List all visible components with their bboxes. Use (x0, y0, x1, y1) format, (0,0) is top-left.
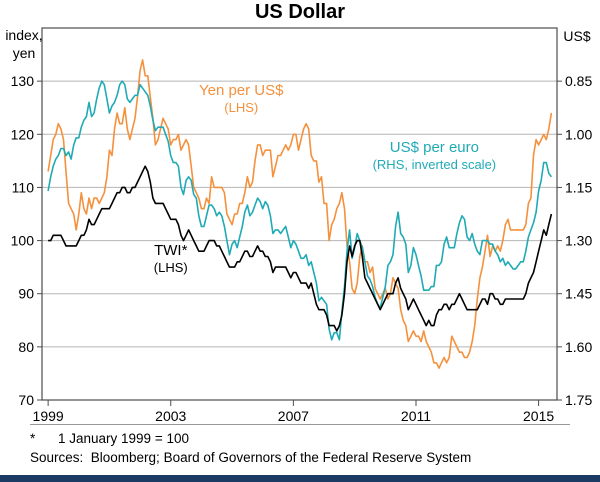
left-axis-tick-label: 130 (11, 73, 35, 89)
series-sublabel: (LHS) (154, 260, 188, 275)
footnotes: * 1 January 1999 = 100 Sources: Bloomber… (30, 424, 570, 465)
plot-frame (41, 27, 558, 401)
series-line-usd-per-euro (47, 80, 553, 341)
right-axis-tick-label: 1.00 (565, 126, 592, 142)
sources-text: Sources: Bloomberg; Board of Governors o… (30, 450, 472, 465)
left-axis-tick-label: 80 (18, 339, 34, 355)
x-axis-tick-label: 2007 (278, 408, 309, 424)
left-axis-tick-label: 70 (18, 392, 34, 408)
footer-bar (0, 475, 600, 482)
right-axis-tick-label: 1.15 (565, 179, 592, 195)
right-axis-tick-label: 1.60 (565, 339, 592, 355)
left-axis-tick-label: 110 (12, 179, 35, 195)
series-sublabel: (LHS) (224, 100, 258, 115)
series-sublabel: (RHS, inverted scale) (373, 157, 497, 172)
right-axis-tick-label: 1.45 (565, 286, 592, 302)
left-axis-unit-label: index, yen (5, 27, 43, 61)
chart-title: US Dollar (254, 1, 346, 23)
x-axis-tick-label: 2015 (523, 408, 554, 424)
series-label: Yen per US$ (199, 82, 284, 99)
right-axis-tick-label: 0.85 (565, 73, 592, 89)
x-axis-tick-label: 1999 (33, 408, 64, 424)
right-axis-unit-label: US$ (563, 28, 591, 44)
left-axis-tick-label: 90 (18, 286, 34, 302)
series-label: TWI* (154, 242, 187, 259)
series-line-yen-per-usd (47, 59, 553, 369)
plot-svg: 70 80 90 100 110 120 130 0.85 1.00 1.15 1.30 1.45 1.… (11, 27, 592, 424)
footnote-marker: * (30, 431, 36, 446)
right-axis-tick-label: 1.30 (565, 233, 592, 249)
series-line-twi (48, 165, 553, 332)
right-axis-tick-label: 1.75 (565, 392, 592, 408)
x-axis-tick-label: 2011 (401, 408, 431, 424)
footnote-row: * 1 January 1999 = 100 (30, 431, 570, 446)
left-axis-tick-label: 120 (11, 126, 35, 142)
footnote-text: 1 January 1999 = 100 (58, 431, 189, 446)
series-label: US$ per euro (390, 139, 479, 156)
left-axis-tick-label: 100 (11, 233, 35, 249)
x-axis-tick-label: 2003 (155, 408, 186, 424)
